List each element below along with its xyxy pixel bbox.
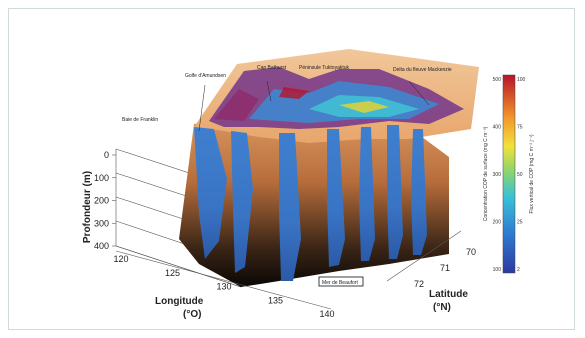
section-5 — [359, 127, 375, 261]
longitude-tick-label: 125 — [165, 268, 180, 278]
longitude-axis-unit: (°O) — [183, 309, 201, 320]
section-6 — [387, 125, 403, 259]
section-3 — [279, 133, 301, 281]
label-golfe: Golfe d'Amundsen — [185, 73, 226, 79]
colorbar-left-tick: 100 — [493, 267, 502, 273]
colorbar-right-tick: 50 — [517, 172, 523, 178]
colorbar-left-tick: 300 — [493, 172, 502, 178]
mer-label-box — [318, 276, 364, 287]
latitude-axis: 70 71 72 Latitude (°N) — [386, 230, 476, 313]
latitude-tick-label: 72 — [414, 279, 424, 289]
annotation-lines — [198, 80, 430, 132]
depth-tick-label: 300 — [94, 218, 109, 228]
section-1 — [194, 127, 227, 259]
latitude-tick-label: 71 — [440, 263, 450, 273]
label-delta: Delta du fleuve Mackenzie — [393, 67, 452, 73]
depth-tick-label: 200 — [94, 196, 109, 206]
longitude-tick-label: 135 — [268, 295, 283, 305]
section-4 — [327, 129, 345, 267]
longitude-axis: 120 125 130 135 140 Longitude (°O) — [113, 250, 335, 320]
colorbar-left-tick: 400 — [493, 125, 502, 131]
colorbar-right-label: Flux vertical de COP (mg C m⁻² j⁻¹) — [529, 134, 535, 213]
longitude-tick-label: 140 — [319, 309, 334, 319]
colorbar-gradient — [502, 74, 516, 274]
latitude-tick-label: 70 — [466, 247, 476, 257]
poc-3d-chart: Golfe d'Amundsen Cap Bathurst Péninsule … — [82, 49, 535, 320]
longitude-tick-label: 120 — [113, 254, 128, 264]
depth-tick-label: 0 — [104, 150, 109, 160]
depth-axis: 0 100 200 300 400 Profondeur (m) — [82, 150, 116, 251]
latitude-axis-unit: (°N) — [433, 302, 451, 313]
colorbar-left-label: Concentration COP de surface (mg C m⁻³) — [483, 126, 489, 221]
colorbar-right-tick: 2 — [517, 267, 520, 273]
label-mer: Mer de Beaufort — [322, 280, 358, 286]
section-2 — [231, 131, 253, 273]
figure-frame: Golfe d'Amundsen Cap Bathurst Péninsule … — [8, 8, 575, 330]
label-baie: Baie de Franklin — [122, 117, 158, 123]
colorbar-right-tick: 100 — [517, 77, 526, 83]
depth-tick-label: 400 — [94, 241, 109, 251]
colorbar: 100 200 300 400 500 2 25 50 75 100 Concentration… — [483, 74, 535, 274]
colorbar-right-tick: 75 — [517, 125, 523, 131]
colorbar-left-tick: 500 — [493, 77, 502, 83]
surface-concentration — [209, 67, 464, 129]
longitude-axis-title: Longitude — [155, 296, 204, 307]
colorbar-right-tick: 25 — [517, 220, 523, 226]
vertical-sections — [194, 125, 427, 281]
depth-axis-title: Profondeur (m) — [82, 171, 93, 243]
label-peninsule: Péninsule Tuktoyaktuk — [299, 65, 350, 71]
colorbar-left-tick: 200 — [493, 220, 502, 226]
latitude-axis-title: Latitude — [429, 289, 468, 300]
section-7 — [411, 129, 427, 255]
label-cap: Cap Bathurst — [257, 65, 287, 71]
longitude-tick-label: 130 — [216, 282, 231, 292]
depth-tick-label: 100 — [94, 173, 109, 183]
